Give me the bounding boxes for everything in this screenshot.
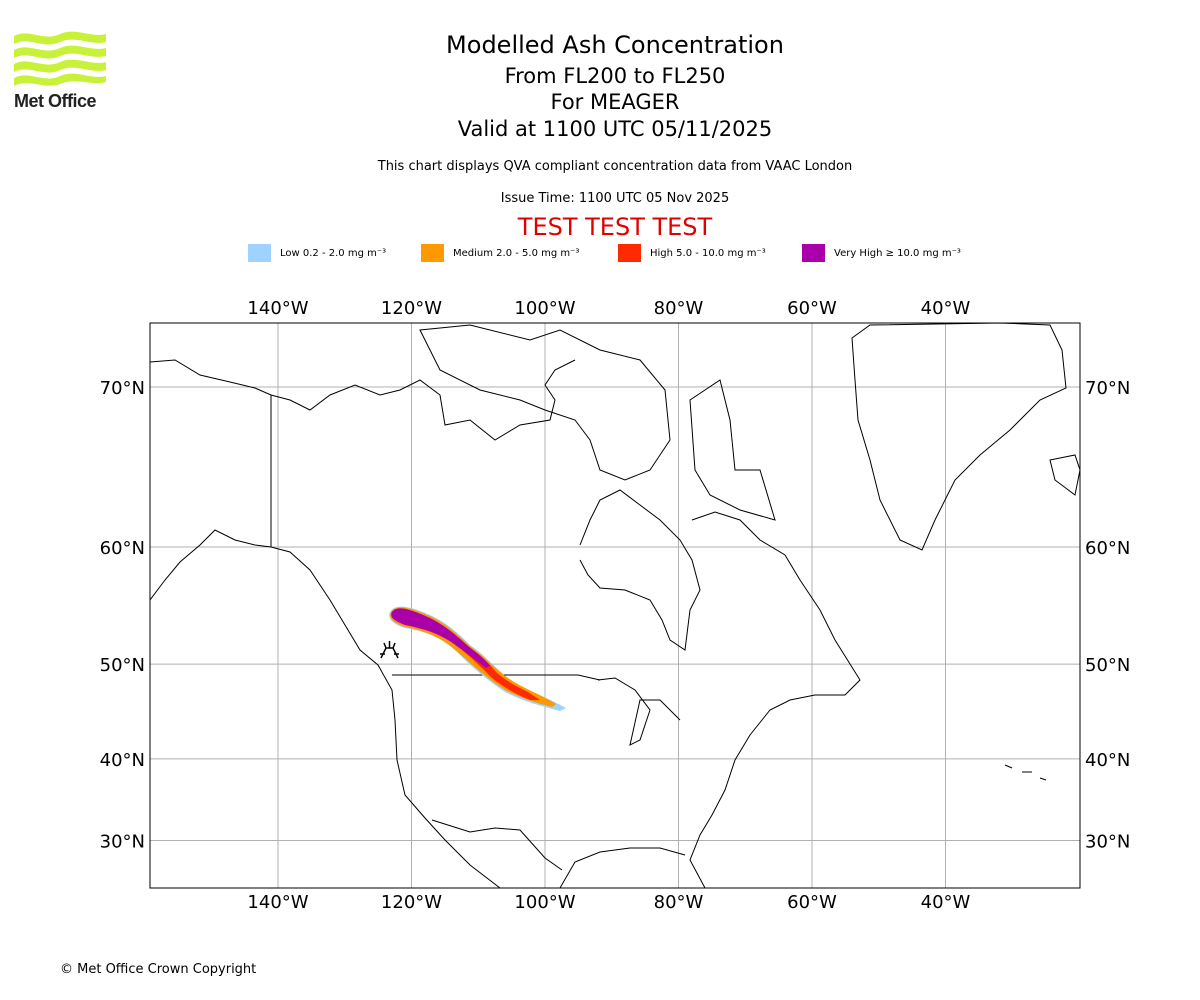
legend-very-high: Very High ≥ 10.0 mg m⁻³ <box>802 244 961 262</box>
axis-labels: 140°W 140°W 120°W 120°W 100°W 100°W 80°W 80°W 60… <box>100 298 1131 913</box>
lat-tick-label: 30°N <box>1085 832 1130 853</box>
legend-swatch <box>421 244 444 262</box>
ash-plume <box>389 606 566 711</box>
map-frame <box>149 322 1081 889</box>
coastlines <box>150 323 1080 888</box>
legend-label: Very High ≥ 10.0 mg m⁻³ <box>834 247 961 259</box>
chart-description: This chart displays QVA compliant concen… <box>377 159 853 174</box>
logo-text: Met Office <box>14 91 97 111</box>
lat-tick-label: 40°N <box>100 750 145 771</box>
lat-tick-label: 70°N <box>1085 378 1130 399</box>
lon-tick-label: 100°W <box>514 892 575 913</box>
test-banner: TEST TEST TEST <box>517 213 713 241</box>
lon-tick-label: 120°W <box>381 892 442 913</box>
valid-time: Valid at 1100 UTC 05/11/2025 <box>457 117 773 141</box>
legend-swatch <box>802 244 825 262</box>
legend-label: Medium 2.0 - 5.0 mg m⁻³ <box>453 247 580 259</box>
volcano-icon <box>380 641 399 659</box>
legend-high: High 5.0 - 10.0 mg m⁻³ <box>618 244 766 262</box>
chart-title: Modelled Ash Concentration <box>446 31 784 59</box>
legend-swatch <box>618 244 641 262</box>
volcano-name: For MEAGER <box>550 90 680 114</box>
lat-tick-label: 70°N <box>100 378 145 399</box>
lat-tick-label: 50°N <box>1085 655 1130 676</box>
legend-label: Low 0.2 - 2.0 mg m⁻³ <box>280 247 387 259</box>
lon-tick-label: 80°W <box>654 298 704 319</box>
lon-tick-label: 140°W <box>247 892 308 913</box>
lon-tick-label: 80°W <box>654 892 704 913</box>
lon-tick-label: 40°W <box>921 892 971 913</box>
legend-label: High 5.0 - 10.0 mg m⁻³ <box>650 247 766 259</box>
issue-time: Issue Time: 1100 UTC 05 Nov 2025 <box>500 191 730 206</box>
legend-low: Low 0.2 - 2.0 mg m⁻³ <box>248 244 386 262</box>
lon-tick-label: 60°W <box>787 298 837 319</box>
lat-tick-label: 60°N <box>100 538 145 559</box>
lon-tick-label: 120°W <box>381 298 442 319</box>
lat-tick-label: 50°N <box>100 655 145 676</box>
legend-swatch <box>248 244 271 262</box>
legend-medium: Medium 2.0 - 5.0 mg m⁻³ <box>421 244 579 262</box>
borders <box>270 395 601 871</box>
lat-tick-label: 30°N <box>100 832 145 853</box>
lat-tick-label: 40°N <box>1085 750 1130 771</box>
gridlines <box>150 323 1080 888</box>
flight-levels: From FL200 to FL250 <box>504 64 726 88</box>
lon-tick-label: 100°W <box>514 298 575 319</box>
lon-tick-label: 60°W <box>787 892 837 913</box>
lon-tick-label: 40°W <box>921 298 971 319</box>
lon-tick-label: 140°W <box>247 298 308 319</box>
lat-tick-label: 60°N <box>1085 538 1130 559</box>
copyright: © Met Office Crown Copyright <box>60 962 257 977</box>
met-office-logo <box>14 30 106 92</box>
